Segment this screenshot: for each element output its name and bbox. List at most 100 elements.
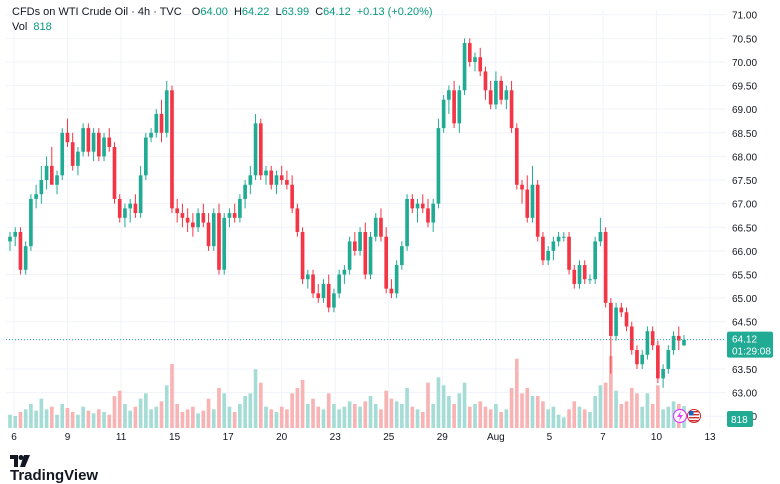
volume-bar xyxy=(447,396,451,428)
volume-bar xyxy=(650,404,655,428)
candle-body xyxy=(285,180,289,185)
candle-body xyxy=(457,90,462,124)
candle-body xyxy=(624,312,629,327)
time-tick-label: 23 xyxy=(330,432,342,443)
volume-bar xyxy=(81,406,85,428)
volume-bar xyxy=(342,406,347,428)
price-tick-label: 65.50 xyxy=(732,270,757,281)
price-tick-label: 63.00 xyxy=(732,389,757,400)
volume-bar xyxy=(332,404,336,428)
volume-bar xyxy=(91,413,96,428)
candle-body xyxy=(379,217,383,237)
candle-body xyxy=(180,213,185,218)
candle-body xyxy=(441,99,446,129)
volume-bar xyxy=(426,382,430,428)
candle-body xyxy=(640,354,645,365)
price-tick-label: 64.50 xyxy=(732,318,757,329)
volume-bar xyxy=(55,414,59,428)
candle-body xyxy=(102,137,106,157)
symbol-title[interactable]: CFDs on WTI Crude Oil · 4h · TVC xyxy=(12,6,182,18)
volume-bar xyxy=(494,404,498,428)
candle-body xyxy=(530,184,535,218)
legend-ohlc: CFDs on WTI Crude Oil · 4h · TVC O64.00 … xyxy=(12,6,436,18)
volume-bar xyxy=(389,398,394,428)
candle-body xyxy=(269,170,274,185)
volume-bar xyxy=(420,412,425,428)
candle-body xyxy=(295,208,300,232)
candle-body xyxy=(29,198,33,247)
volume-bar xyxy=(556,414,561,428)
volume-bar xyxy=(337,409,341,428)
volume-bar xyxy=(326,393,331,428)
candle-body xyxy=(363,231,368,275)
volume-label[interactable]: Vol xyxy=(12,21,28,33)
volume-bar xyxy=(562,417,566,428)
volume-bar xyxy=(159,401,164,428)
volume-bar xyxy=(243,396,247,428)
price-tick-label: 69.00 xyxy=(732,105,757,116)
candle-body xyxy=(81,128,85,152)
high-label: H xyxy=(233,6,242,18)
time-axis: 6 9 11 15 17 20 23 25 29 Aug 5 7 10 13 xyxy=(11,432,716,443)
candle-body xyxy=(326,283,331,308)
volume-bar xyxy=(661,409,665,428)
candle-body xyxy=(426,208,430,223)
candle-body xyxy=(279,175,284,181)
candle-body xyxy=(149,132,153,138)
volume-bar xyxy=(541,401,545,428)
candle-body xyxy=(504,90,509,100)
time-tick-label: 6 xyxy=(11,432,17,443)
volume-bar xyxy=(211,409,216,428)
volume-bar xyxy=(373,404,378,428)
chart-area[interactable]: 71.00 70.50 70.00 69.50 69.00 68.50 68.00 67.50… xyxy=(0,0,780,470)
candle-body xyxy=(415,203,420,209)
candle-body xyxy=(305,274,310,280)
volume-bars xyxy=(8,356,686,428)
volume-bar xyxy=(666,406,671,428)
time-tick-label: 25 xyxy=(383,432,395,443)
candle-body xyxy=(473,57,477,62)
time-tick-label: 5 xyxy=(547,432,553,443)
candle-body xyxy=(410,198,415,209)
candle-body xyxy=(562,236,566,238)
volume-bar xyxy=(206,398,211,428)
volume-bar xyxy=(520,393,524,428)
candle-body xyxy=(666,350,671,369)
candle-body xyxy=(614,307,618,336)
price-tick-label: 63.50 xyxy=(732,365,757,376)
volume-bar xyxy=(274,412,279,428)
volume-bar xyxy=(603,382,608,428)
candle-body xyxy=(217,213,221,270)
volume-bar xyxy=(39,398,44,428)
volume-bar xyxy=(295,388,300,428)
candlestick-chart[interactable]: 71.00 70.50 70.00 69.50 69.00 68.50 68.00 67.50… xyxy=(0,0,780,470)
legend-volume: Vol 818 xyxy=(12,21,55,33)
flag-stripe xyxy=(689,417,699,419)
time-tick-label: 11 xyxy=(116,432,127,443)
candle-body xyxy=(144,137,148,176)
volume-bar xyxy=(175,404,180,428)
candle-body xyxy=(635,350,639,365)
volume-bar xyxy=(154,406,159,428)
volume-bar xyxy=(546,409,550,428)
candle-body xyxy=(23,246,28,270)
volume-bar xyxy=(509,388,514,428)
candle-body xyxy=(499,80,503,100)
volume-bar xyxy=(640,406,645,428)
volume-bar xyxy=(227,406,232,428)
volume-bar xyxy=(70,412,75,428)
volume-bar xyxy=(217,388,221,428)
volume-bar xyxy=(248,393,253,428)
candle-body xyxy=(546,250,550,261)
candle-body xyxy=(164,90,169,133)
volume-bar xyxy=(473,404,477,428)
candle-body xyxy=(55,175,59,185)
volume-bar xyxy=(232,412,237,428)
open-value: 64.00 xyxy=(200,6,228,18)
volume-tag-text: 818 xyxy=(731,415,748,426)
volume-bar xyxy=(128,410,132,428)
candle-body xyxy=(656,345,660,379)
price-tick-label: 67.50 xyxy=(732,176,757,187)
volume-bar xyxy=(133,406,138,428)
